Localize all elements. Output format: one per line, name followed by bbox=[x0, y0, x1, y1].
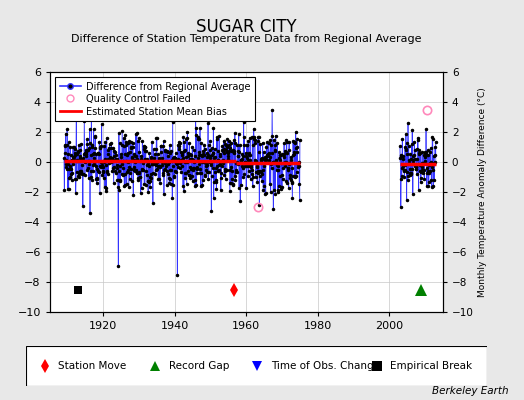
Text: Empirical Break: Empirical Break bbox=[390, 361, 473, 371]
Text: Record Gap: Record Gap bbox=[169, 361, 230, 371]
Text: Time of Obs. Change: Time of Obs. Change bbox=[270, 361, 379, 371]
Legend: Difference from Regional Average, Quality Control Failed, Estimated Station Mean: Difference from Regional Average, Qualit… bbox=[54, 77, 255, 122]
Text: SUGAR CITY: SUGAR CITY bbox=[196, 18, 297, 36]
Text: Difference of Station Temperature Data from Regional Average: Difference of Station Temperature Data f… bbox=[71, 34, 421, 44]
FancyBboxPatch shape bbox=[26, 346, 487, 386]
Text: Berkeley Earth: Berkeley Earth bbox=[432, 386, 508, 396]
Y-axis label: Monthly Temperature Anomaly Difference (°C): Monthly Temperature Anomaly Difference (… bbox=[478, 87, 487, 297]
Text: Station Move: Station Move bbox=[59, 361, 127, 371]
